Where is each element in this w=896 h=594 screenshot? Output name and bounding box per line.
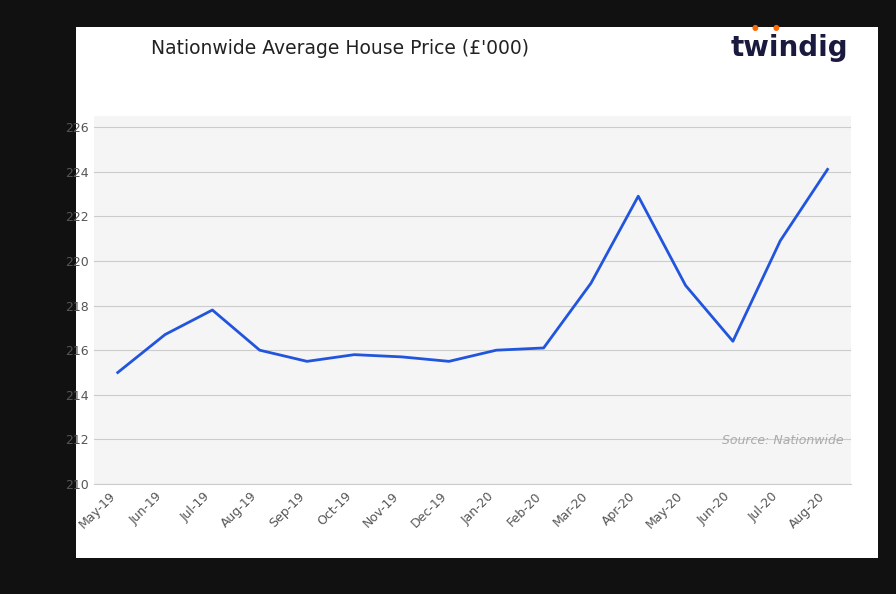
Text: Source: Nationwide: Source: Nationwide — [722, 434, 844, 447]
Text: Nationwide Average House Price (£'000): Nationwide Average House Price (£'000) — [151, 39, 530, 58]
Text: twindig: twindig — [730, 34, 848, 62]
Text: ●: ● — [752, 23, 758, 31]
Text: ●: ● — [772, 23, 779, 31]
